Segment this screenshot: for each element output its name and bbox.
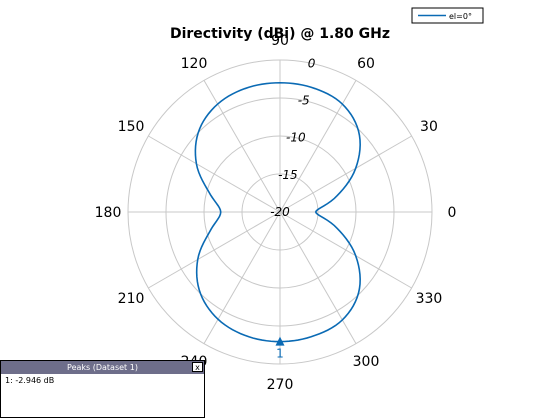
radial-label--15: -15 [278,168,298,182]
angle-labels: 0306090120150180210240270300330 [95,33,457,393]
angle-label-0: 0 [448,205,457,221]
grid-spoke-210 [148,211,281,289]
peaks-row: 1: -2.946 dB [5,376,55,385]
angle-label-120: 120 [181,56,208,72]
grid-spoke-30 [279,135,412,213]
radial-label--20: -20 [270,205,290,219]
grid-spoke-150 [148,135,281,213]
grid-spoke-300 [279,211,357,344]
peak-marker[interactable] [275,336,285,346]
peaks-close-button[interactable]: x [192,362,203,372]
radial-label--10: -10 [286,131,306,145]
radial-label-0: 0 [308,56,316,70]
angle-label-270: 270 [267,377,294,393]
radial-label--5: -5 [298,93,310,107]
angle-label-90: 90 [271,33,289,49]
peaks-title: Peaks (Dataset 1) [67,363,138,372]
angle-label-300: 300 [353,354,380,370]
angle-label-210: 210 [118,291,145,307]
legend-box [411,7,484,24]
angle-label-180: 180 [95,205,122,221]
peaks-panel: Peaks (Dataset 1) x 1: -2.946 dB [0,360,205,418]
polar-grid [127,59,433,365]
peaks-header: Peaks (Dataset 1) x [1,361,204,374]
chart-title: Directivity (dBi) @ 1.80 GHz [170,26,390,42]
angle-label-60: 60 [357,56,375,72]
grid-spoke-240 [203,211,281,344]
series-line [194,81,361,343]
peak-marker-label: 1 [276,347,284,361]
radial-labels: 0 -5 -10 -15 -20 [270,56,316,219]
legend: el=0° [411,7,484,24]
grid-spoke-330 [279,211,412,289]
angle-label-330: 330 [416,291,443,307]
legend-label: el=0° [449,12,472,21]
grid-spoke-120 [203,80,281,213]
grid-spoke-60 [279,80,357,213]
angle-label-30: 30 [420,119,438,135]
angle-label-150: 150 [118,119,145,135]
